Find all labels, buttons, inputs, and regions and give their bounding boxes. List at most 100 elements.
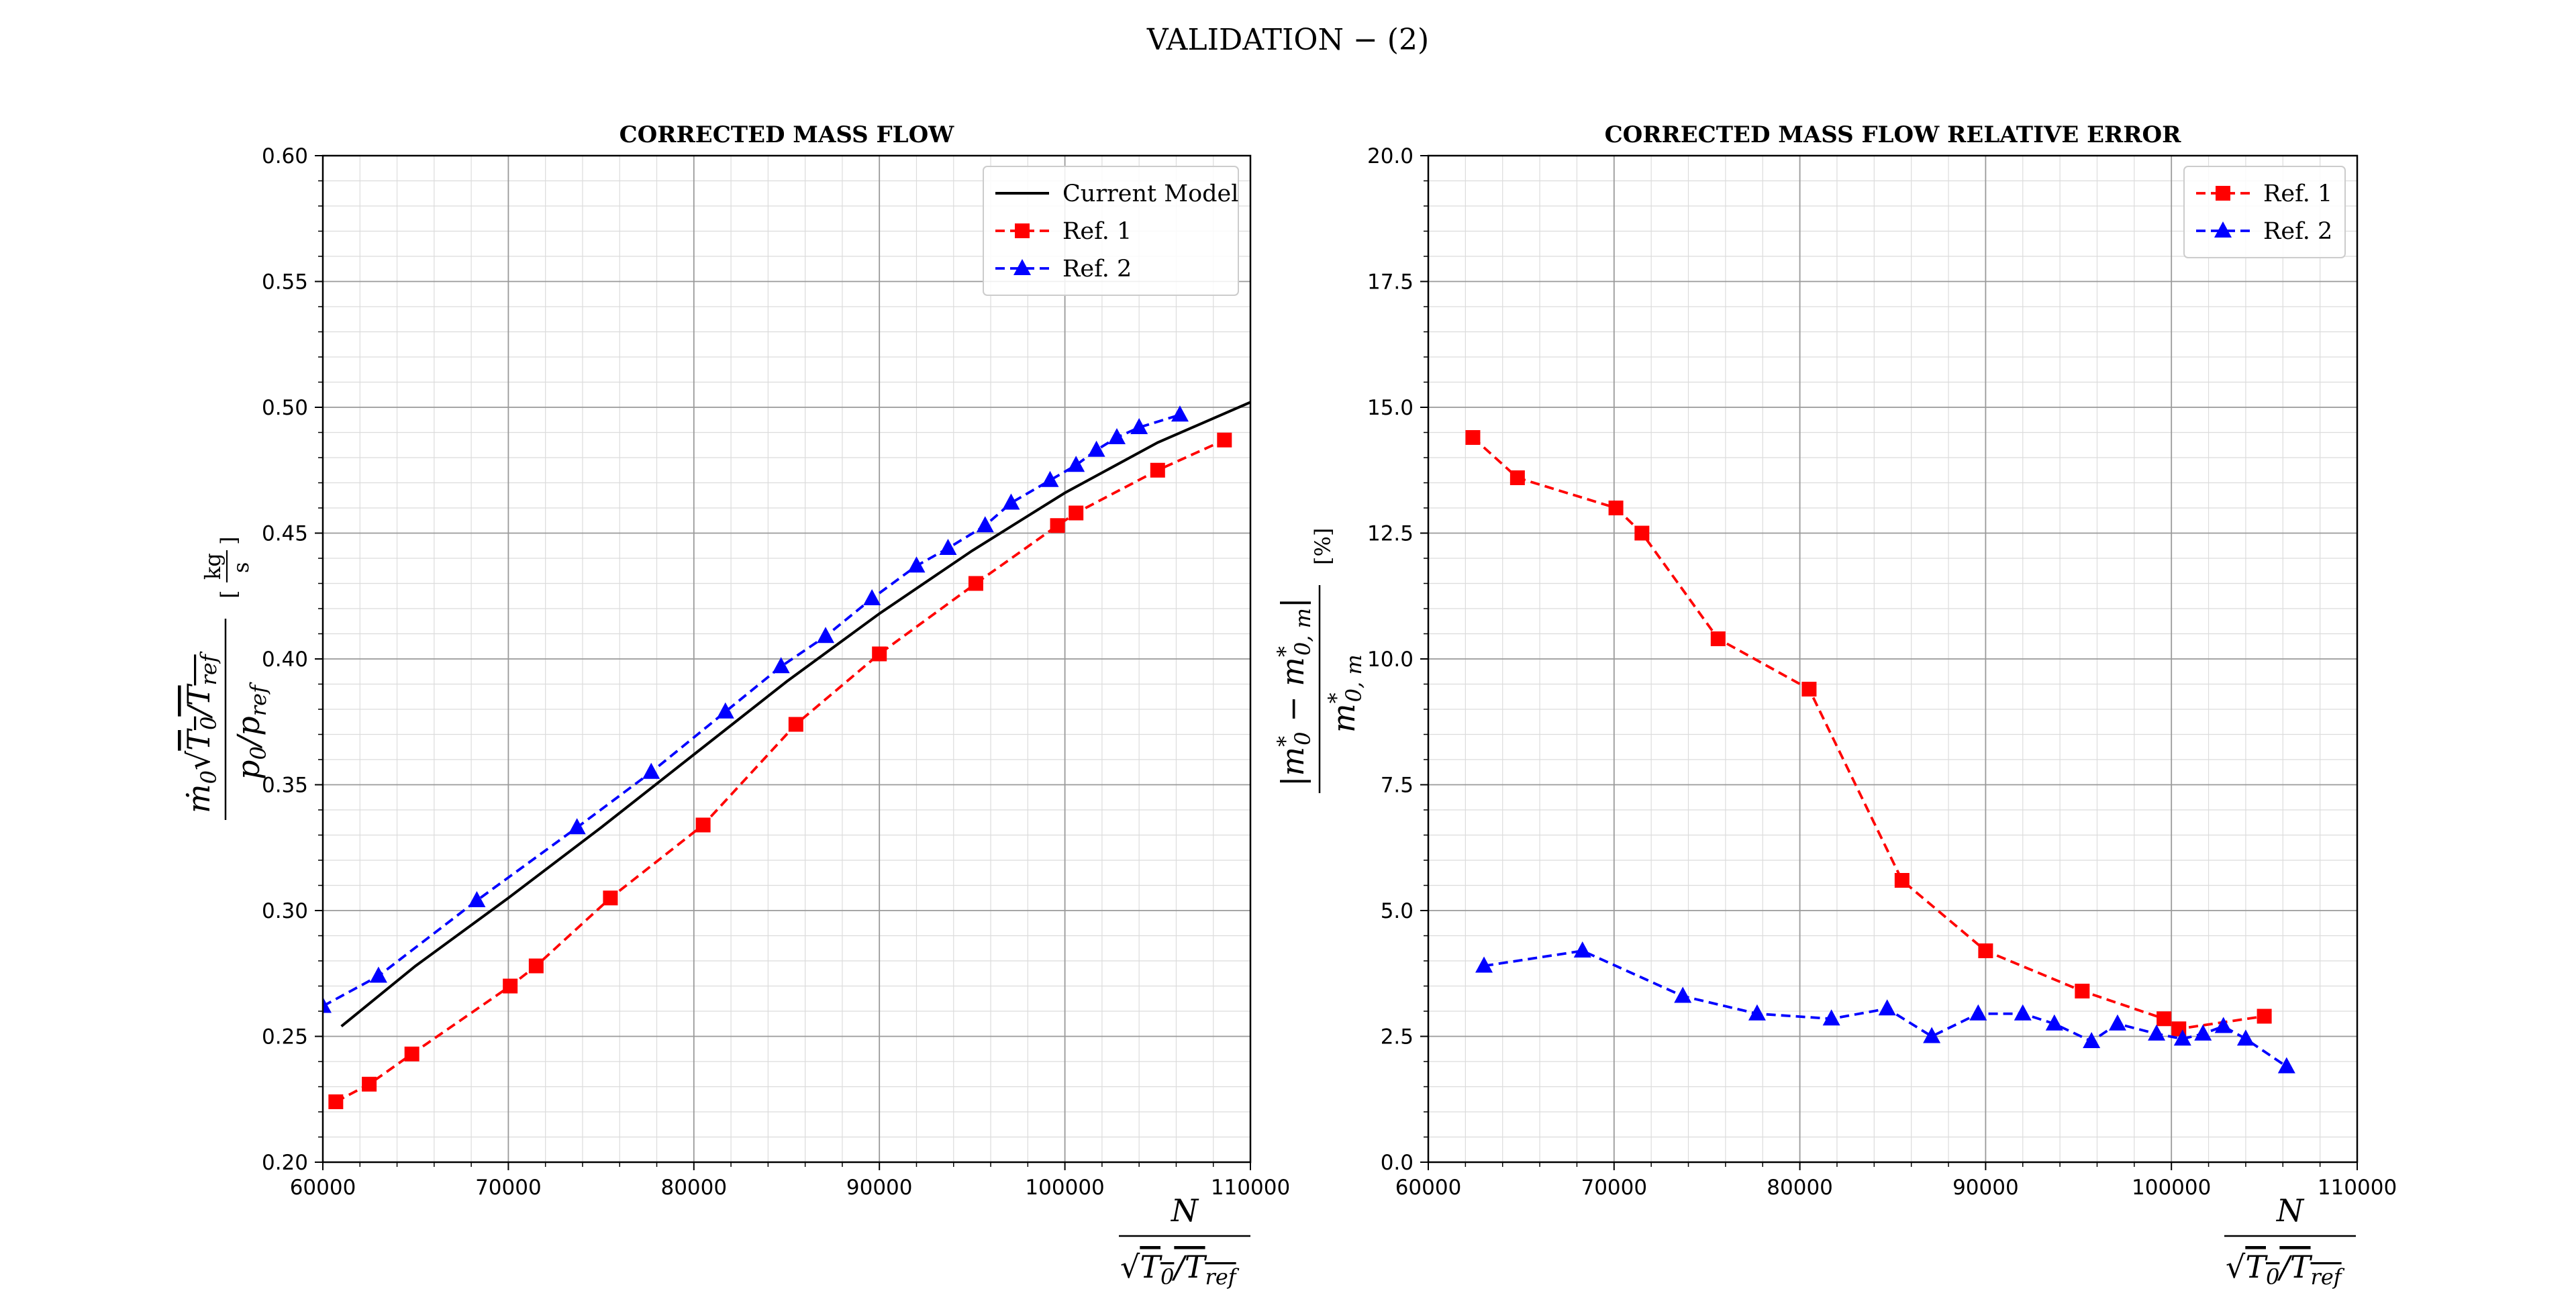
relative-error-series-ref-2-point [1878, 999, 1896, 1016]
mass-flow-xtick-label: 80000 [660, 1176, 727, 1200]
relative-error-panel: CORRECTED MASS FLOW RELATIVE ERROR 60000… [1273, 121, 2397, 1289]
mass-flow-series-ref-2-point [369, 966, 387, 983]
relative-error-legend-item-ref-2[interactable]: Ref. 2 [2196, 218, 2332, 245]
relative-error-xtick-label: 100000 [2132, 1176, 2211, 1200]
mass-flow-legend-item-ref-1[interactable]: Ref. 1 [995, 218, 1132, 245]
mass-flow-ylabel: ṁ0√T0/Tref p0/pref [ kg s ] [181, 537, 271, 820]
mass-flow-legend-swatch-marker [1015, 223, 1030, 238]
mass-flow-series-ref-2-point [1087, 440, 1105, 457]
mass-flow-ytick-label: 0.35 [262, 774, 308, 798]
relative-error-ytick-label: 5.0 [1381, 899, 1414, 923]
mass-flow-series-ref-2-point [1002, 493, 1020, 510]
relative-error-series-ref-2-point [1674, 986, 1692, 1003]
relative-error-series-ref-2-point [2277, 1057, 2295, 1074]
mass-flow-xtick-label: 90000 [846, 1176, 913, 1200]
mass-flow-series-ref-2-point [1107, 428, 1126, 444]
relative-error-series-ref-2-point [2014, 1004, 2032, 1021]
relative-error-xtick-label: 60000 [1395, 1176, 1462, 1200]
svg-text:s: s [228, 562, 254, 573]
mass-flow-ytick-label: 0.20 [262, 1151, 308, 1175]
svg-text:√T0/Tref: √T0/Tref [2226, 1249, 2345, 1289]
mass-flow-ytick-label: 0.30 [262, 899, 308, 923]
relative-error-ylabel: |m*0 − m*0, m| m*0, m [%] [1273, 528, 1367, 793]
svg-text:N: N [1171, 1192, 1199, 1229]
mass-flow-series-ref-2-point [817, 627, 835, 643]
relative-error-xlabel: N √T0/Tref [2224, 1192, 2356, 1289]
mass-flow-series-ref-2-point [1067, 456, 1085, 472]
mass-flow-series-ref-2-point [716, 702, 734, 719]
relative-error-xtick-label: 80000 [1767, 1176, 1833, 1200]
mass-flow-ytick-label: 0.60 [262, 144, 308, 168]
mass-flow-xtick-label: 110000 [1211, 1176, 1290, 1200]
relative-error-series-ref-1-line [1472, 436, 2265, 1031]
relative-error-ytick-label: 20.0 [1367, 144, 1414, 168]
mass-flow-series-ref-1-point [788, 717, 803, 732]
relative-error-series-ref-1-point [1801, 682, 1817, 697]
mass-flow-series-ref-1-point [528, 958, 544, 974]
relative-error-series-ref-2-point [1969, 1004, 1987, 1021]
relative-error-ticks: 60000 70000 80000 90000 100000 110000 0.0 2.5 5.… [1367, 144, 2397, 1200]
relative-error-legend-swatch-marker [2214, 221, 2232, 238]
mass-flow-series-ref-2-point [976, 516, 994, 533]
mass-flow-xtick-label: 70000 [475, 1176, 542, 1200]
svg-text:√T0/Tref: √T0/Tref [1120, 1249, 1240, 1289]
relative-error-series [1465, 430, 2295, 1074]
mass-flow-panel: CORRECTED MASS FLOW 60000 70000 80000 90000… [181, 121, 1290, 1289]
relative-error-legend-swatch-marker [2216, 186, 2230, 201]
mass-flow-series-ref-2-point [939, 539, 957, 555]
mass-flow-series-ref-1-point [1069, 505, 1084, 521]
relative-error-series-ref-1-point [1465, 430, 1481, 445]
svg-text:[: [ [216, 590, 242, 599]
mass-flow-legend[interactable]: Current Model Ref. 1 Ref. 2 [983, 166, 1239, 296]
relative-error-series-ref-1-point [1894, 873, 1910, 888]
relative-error-legend[interactable]: Ref. 1 Ref. 2 [2183, 166, 2346, 258]
relative-error-xtick-label: 70000 [1581, 1176, 1647, 1200]
relative-error-series-ref-2-point [2173, 1029, 2191, 1046]
mass-flow-legend-label: Ref. 1 [1062, 218, 1132, 245]
mass-flow-ytick-label: 0.50 [262, 396, 308, 420]
relative-error-legend-label: Ref. 2 [2263, 218, 2332, 245]
relative-error-series-ref-1-point [2257, 1009, 2272, 1024]
relative-error-series-ref-2-point [2108, 1014, 2126, 1031]
relative-error-legend-item-ref-1[interactable]: Ref. 1 [2196, 181, 2332, 207]
svg-text:[%]: [%] [1310, 528, 1336, 565]
relative-error-ytick-label: 0.0 [1381, 1151, 1414, 1175]
relative-error-series-ref-2-point [1923, 1027, 1941, 1043]
mass-flow-series-ref-1-point [1150, 462, 1165, 478]
relative-error-xtick-label: 110000 [2318, 1176, 2397, 1200]
mass-flow-ytick-label: 0.25 [262, 1025, 308, 1049]
mass-flow-series [323, 401, 1250, 1109]
mass-flow-ytick-label: 0.40 [262, 648, 308, 672]
mass-flow-grid [322, 155, 1251, 1163]
mass-flow-legend-label: Current Model [1062, 181, 1238, 207]
relative-error-ytick-label: 2.5 [1381, 1025, 1414, 1049]
mass-flow-legend-item-current-model[interactable]: Current Model [995, 181, 1238, 207]
relative-error-series-ref-1-point [1509, 470, 1525, 485]
relative-error-series-ref-2-point [1822, 1009, 1840, 1026]
mass-flow-series-ref-1-point [872, 646, 887, 662]
mass-flow-series-current-model-line [340, 401, 1250, 1028]
relative-error-series-ref-2-point [1573, 941, 1591, 958]
relative-error-title: CORRECTED MASS FLOW RELATIVE ERROR [1605, 121, 2182, 148]
mass-flow-series-ref-2-point [907, 556, 926, 573]
mass-flow-series-ref-2-point [323, 996, 332, 1013]
mass-flow-xtick-label: 100000 [1025, 1176, 1104, 1200]
mass-flow-series-ref-1-point [362, 1076, 377, 1092]
svg-text:p0/pref: p0/pref [230, 682, 271, 780]
mass-flow-xlabel: N √T0/Tref [1119, 1192, 1250, 1289]
mass-flow-ytick-label: 0.55 [262, 270, 308, 295]
mass-flow-title: CORRECTED MASS FLOW [620, 121, 955, 148]
mass-flow-series-ref-2-point [568, 818, 586, 835]
mass-flow-series-ref-2-point [468, 891, 486, 907]
relative-error-ytick-label: 17.5 [1367, 270, 1414, 295]
svg-text:kg: kg [200, 553, 226, 580]
svg-text:ṁ0√T0/Tref: ṁ0√T0/Tref [181, 651, 221, 813]
relative-error-xtick-label: 90000 [1952, 1176, 2019, 1200]
relative-error-legend-label: Ref. 1 [2263, 181, 2332, 207]
mass-flow-legend-item-ref-2[interactable]: Ref. 2 [995, 256, 1132, 282]
mass-flow-series-ref-2-point [1130, 418, 1148, 434]
relative-error-series-ref-1-point [1634, 525, 1650, 541]
mass-flow-xtick-label: 60000 [290, 1176, 356, 1200]
mass-flow-ticks: 60000 70000 80000 90000 100000 110000 0.20 0.25… [262, 144, 1290, 1200]
